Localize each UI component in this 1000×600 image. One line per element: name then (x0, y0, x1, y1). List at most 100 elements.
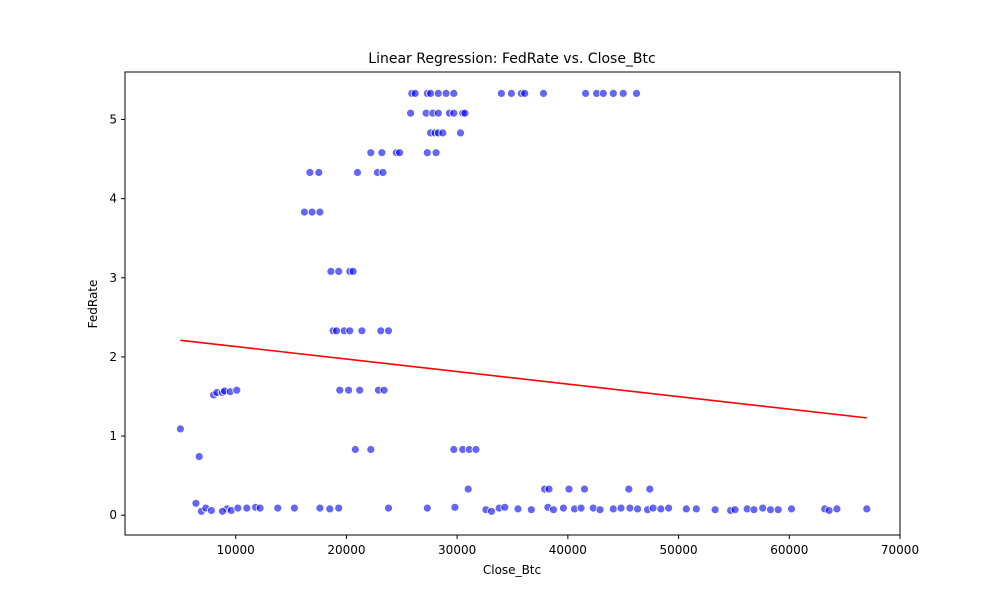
data-point (350, 445, 360, 454)
data-point (681, 504, 691, 514)
data-point (608, 504, 618, 514)
data-point (242, 503, 252, 513)
data-point (426, 89, 436, 98)
data-point (395, 148, 405, 158)
data-point (595, 505, 605, 515)
data-point (299, 207, 309, 217)
data-point (332, 326, 341, 336)
data-point (526, 505, 536, 515)
data-point (749, 505, 759, 515)
data-point (449, 445, 459, 454)
data-point (422, 503, 432, 513)
data-point (206, 506, 216, 515)
data-point (305, 168, 315, 177)
data-point (580, 484, 589, 494)
data-point (326, 266, 336, 276)
data-point (433, 108, 443, 118)
data-point (335, 385, 345, 395)
data-point (564, 484, 574, 494)
data-point (379, 385, 389, 395)
data-point (422, 148, 432, 158)
data-point (410, 89, 420, 98)
data-point (377, 148, 387, 158)
y-axis-label: FedRate (86, 280, 100, 329)
y-tick-label: 2 (109, 350, 117, 364)
data-point (314, 168, 324, 177)
regression-line (180, 339, 867, 419)
data-point (513, 504, 523, 514)
data-point (334, 266, 344, 276)
data-point (315, 503, 325, 513)
x-tick-label: 70000 (881, 543, 919, 557)
data-point (463, 484, 473, 494)
x-tick-label: 40000 (549, 543, 587, 557)
data-point (450, 502, 460, 512)
data-point (862, 504, 872, 514)
plot-area (175, 89, 872, 516)
data-point (344, 385, 354, 395)
x-tick-label: 20000 (327, 543, 365, 557)
data-point (625, 503, 635, 513)
data-point (758, 503, 768, 513)
data-point (645, 484, 655, 494)
chart-title: Linear Regression: FedRate vs. Close_Btc (368, 51, 655, 67)
data-point (255, 503, 265, 513)
data-point (506, 89, 516, 98)
x-tick-label: 60000 (770, 543, 808, 557)
data-point (520, 89, 530, 98)
data-point (355, 385, 365, 395)
data-point (581, 89, 590, 98)
data-point (449, 89, 459, 98)
data-point (632, 89, 641, 98)
x-tick-label: 30000 (438, 543, 476, 557)
data-point (656, 504, 666, 514)
data-point (449, 108, 459, 118)
data-point (406, 108, 416, 118)
data-point (544, 484, 554, 494)
data-point (576, 503, 586, 513)
x-tick-label: 50000 (659, 543, 697, 557)
data-point (353, 168, 362, 177)
data-point (624, 484, 634, 494)
data-point (345, 326, 355, 336)
x-tick-label: 10000 (217, 543, 255, 557)
data-point (289, 503, 299, 513)
x-axis-label: Close_Btc (483, 563, 541, 577)
data-point (232, 385, 242, 395)
data-point (787, 504, 796, 514)
y-tick-label: 1 (109, 429, 117, 443)
data-point (348, 266, 358, 276)
y-axis: 0 1 2 3 4 5 (109, 112, 125, 522)
data-point (217, 506, 227, 516)
data-point (433, 89, 443, 98)
data-point (307, 207, 317, 217)
data-point (616, 503, 626, 513)
data-point (325, 504, 335, 514)
data-point (487, 506, 496, 516)
data-point (500, 502, 510, 512)
data-point (441, 89, 451, 98)
data-point (315, 207, 325, 217)
data-point (438, 128, 448, 138)
data-point (598, 89, 608, 98)
data-point (175, 424, 185, 434)
y-tick-label: 0 (109, 508, 117, 522)
data-point (608, 89, 618, 98)
data-point (366, 445, 376, 454)
data-point (710, 505, 720, 515)
data-point (194, 452, 204, 462)
data-point (559, 503, 568, 513)
data-point (431, 148, 441, 158)
data-point (824, 506, 834, 515)
data-point (334, 503, 344, 513)
y-tick-label: 5 (109, 112, 117, 126)
data-point (366, 148, 376, 158)
data-point (233, 503, 243, 513)
data-point (664, 503, 673, 513)
data-point (773, 505, 783, 515)
data-point (460, 108, 470, 118)
data-point (539, 89, 548, 98)
x-axis: 10000 20000 30000 40000 50000 60000 70000 (217, 535, 919, 557)
